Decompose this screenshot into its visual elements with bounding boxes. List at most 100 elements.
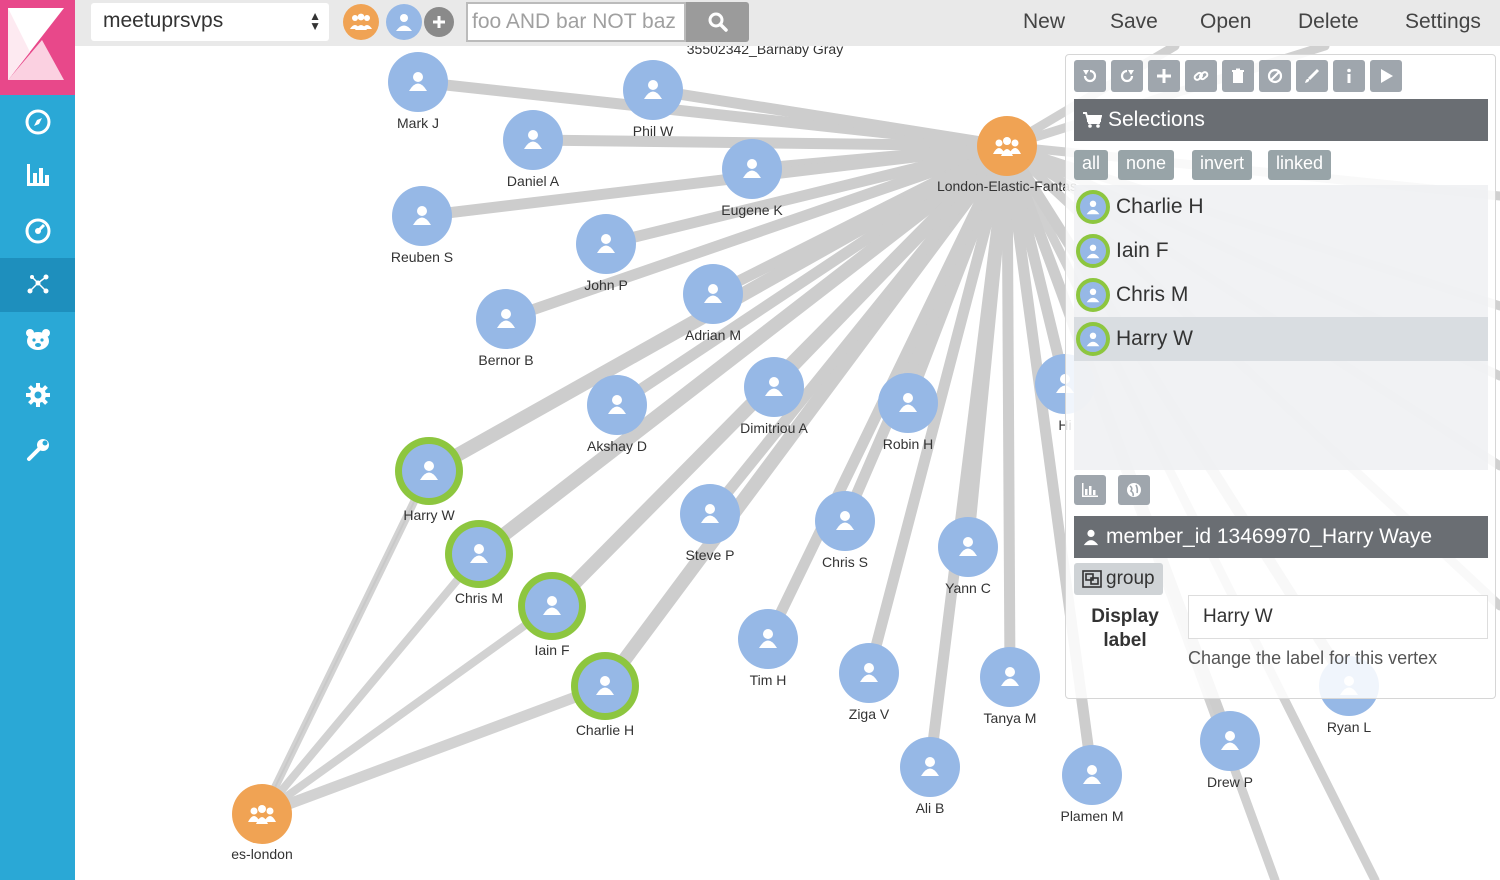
person-node[interactable] xyxy=(388,52,448,112)
select-none-button[interactable]: none xyxy=(1118,150,1175,180)
person-node[interactable] xyxy=(623,60,683,120)
user-icon xyxy=(396,14,412,31)
link-icon xyxy=(1193,71,1209,81)
add-field-button[interactable] xyxy=(424,7,454,37)
person-node[interactable] xyxy=(571,652,639,720)
person-node[interactable] xyxy=(476,289,536,349)
nav-visualize[interactable] xyxy=(0,148,75,202)
vertex-title: member_id 13469970_Harry Waye xyxy=(1106,525,1433,548)
group-node[interactable] xyxy=(977,116,1037,176)
block-button[interactable] xyxy=(1259,60,1291,92)
person-node[interactable] xyxy=(445,520,513,588)
person-node[interactable] xyxy=(587,375,647,435)
menu-new[interactable]: New xyxy=(1023,10,1066,33)
person-node[interactable] xyxy=(744,357,804,417)
index-pattern-select[interactable]: meetuprsvps ▲ ▼ xyxy=(91,3,329,41)
info-button[interactable] xyxy=(1333,60,1365,92)
compass-icon xyxy=(25,109,50,135)
menu-delete[interactable]: Delete xyxy=(1298,10,1359,33)
select-linked-button[interactable]: linked xyxy=(1268,150,1332,180)
person-node[interactable] xyxy=(938,517,998,577)
edge xyxy=(1001,140,1016,683)
person-node[interactable] xyxy=(392,186,452,246)
node-label: Ziga V xyxy=(849,706,890,722)
selections-title: Selections xyxy=(1108,108,1205,131)
play-icon xyxy=(1381,69,1393,83)
person-node[interactable] xyxy=(395,437,463,505)
person-node[interactable] xyxy=(1062,745,1122,805)
search-button[interactable] xyxy=(686,2,749,42)
brush-icon xyxy=(1305,68,1320,83)
play-button[interactable] xyxy=(1370,60,1402,92)
menu-settings[interactable]: Settings xyxy=(1405,10,1481,33)
edge xyxy=(472,139,1014,561)
search-input[interactable] xyxy=(466,2,686,42)
node-label: Yann C xyxy=(945,580,991,596)
person-node[interactable] xyxy=(576,214,636,274)
select-arrows-icon: ▲ ▼ xyxy=(309,9,321,33)
person-node[interactable] xyxy=(738,609,798,669)
node-label: Mark J xyxy=(397,115,439,131)
edge xyxy=(258,550,483,818)
map-button[interactable] xyxy=(1118,475,1150,505)
menu-open[interactable]: Open xyxy=(1200,10,1252,33)
person-node[interactable] xyxy=(878,373,938,433)
person-node[interactable] xyxy=(680,484,740,544)
person-node[interactable] xyxy=(503,110,563,170)
search-icon xyxy=(708,12,728,32)
wrench-icon xyxy=(26,439,49,461)
redo-button[interactable] xyxy=(1111,60,1143,92)
node-label: Plamen M xyxy=(1060,808,1123,824)
nav-devtools[interactable] xyxy=(0,313,75,367)
node-label: Ali B xyxy=(916,800,945,816)
selection-item[interactable]: Chris M xyxy=(1074,273,1488,317)
person-node[interactable] xyxy=(980,647,1040,707)
nav-management[interactable] xyxy=(0,423,75,477)
link-button[interactable] xyxy=(1185,60,1217,92)
node-label: Adrian M xyxy=(685,327,741,343)
menu-save[interactable]: Save xyxy=(1110,10,1158,33)
person-node[interactable] xyxy=(1200,711,1260,771)
person-node[interactable] xyxy=(900,737,960,797)
person-node[interactable] xyxy=(815,491,875,551)
edge xyxy=(261,470,430,815)
ban-icon xyxy=(1267,68,1283,84)
dashboard-icon xyxy=(25,218,50,244)
display-label-input[interactable] xyxy=(1188,595,1488,639)
bar-chart-icon xyxy=(26,164,49,186)
delete-button[interactable] xyxy=(1222,60,1254,92)
selection-item[interactable]: Charlie H xyxy=(1074,185,1488,229)
person-node[interactable] xyxy=(518,572,586,640)
nav-discover[interactable] xyxy=(0,95,75,149)
select-all-button[interactable]: all xyxy=(1074,150,1109,180)
nav-dashboard[interactable] xyxy=(0,204,75,258)
trash-icon xyxy=(1232,68,1244,83)
person-node[interactable] xyxy=(722,139,782,199)
person-node[interactable] xyxy=(839,643,899,703)
person-type-button[interactable] xyxy=(386,4,422,40)
plus-icon xyxy=(1157,69,1171,83)
group-type-button[interactable] xyxy=(343,4,379,40)
style-button[interactable] xyxy=(1296,60,1328,92)
kibana-logo[interactable] xyxy=(0,0,75,95)
node-label: Tanya M xyxy=(984,710,1037,726)
person-node[interactable] xyxy=(683,264,743,324)
selection-item[interactable]: Iain F xyxy=(1074,229,1488,273)
nav-settings[interactable] xyxy=(0,368,75,422)
undo-button[interactable] xyxy=(1074,60,1106,92)
user-icon xyxy=(1076,234,1110,268)
node-label: London-Elastic-Fantas xyxy=(937,178,1077,194)
nav-graph[interactable] xyxy=(0,258,75,312)
select-invert-button[interactable]: invert xyxy=(1192,150,1253,180)
selection-item-active[interactable]: Harry W xyxy=(1074,317,1488,361)
expand-button[interactable] xyxy=(1148,60,1180,92)
user-icon xyxy=(1083,529,1099,546)
selection-item-label: Charlie H xyxy=(1116,195,1204,218)
edge xyxy=(256,680,611,820)
group-node[interactable] xyxy=(232,784,292,844)
edge xyxy=(863,140,1013,679)
group-button[interactable]: group xyxy=(1074,563,1163,595)
edge xyxy=(258,602,556,818)
histogram-button[interactable] xyxy=(1074,475,1106,505)
